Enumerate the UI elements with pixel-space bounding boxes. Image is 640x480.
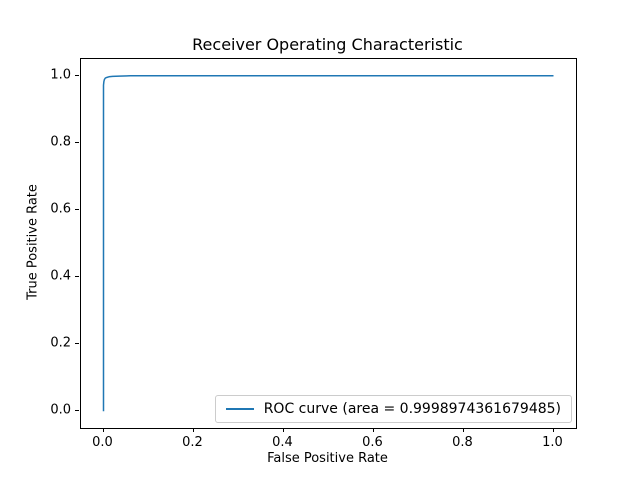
plot-area: ROC curve (area = 0.9998974361679485) bbox=[80, 58, 577, 429]
roc-curve-line bbox=[102, 75, 554, 412]
x-tick-label: 0.0 bbox=[92, 435, 113, 450]
y-tick-label: 0.6 bbox=[50, 201, 71, 217]
y-tick-mark bbox=[75, 74, 79, 76]
x-tick-mark bbox=[552, 428, 554, 432]
x-tick-label: 0.6 bbox=[362, 435, 383, 450]
x-tick-mark bbox=[462, 428, 464, 432]
x-axis-label: False Positive Rate bbox=[267, 451, 388, 466]
legend-line-sample bbox=[225, 408, 254, 410]
y-tick-label: 0.8 bbox=[50, 134, 71, 150]
x-tick-mark bbox=[192, 428, 194, 432]
x-tick-label: 0.8 bbox=[452, 435, 473, 450]
y-tick-label: 0.0 bbox=[50, 402, 71, 418]
y-tick-mark bbox=[75, 343, 79, 345]
y-tick-mark bbox=[75, 209, 79, 210]
legend: ROC curve (area = 0.9998974361679485) bbox=[214, 395, 572, 423]
x-tick-label: 0.2 bbox=[182, 435, 203, 450]
x-tick-mark bbox=[282, 428, 284, 432]
chart-title: Receiver Operating Characteristic bbox=[192, 35, 463, 54]
x-tick-label: 1.0 bbox=[542, 435, 563, 450]
y-tick-label: 1.0 bbox=[50, 67, 71, 83]
x-tick-mark bbox=[102, 428, 104, 432]
x-tick-mark bbox=[372, 428, 374, 432]
legend-label: ROC curve (area = 0.9998974361679485) bbox=[263, 401, 561, 417]
x-tick-label: 0.4 bbox=[272, 435, 293, 450]
roc-curve-svg bbox=[102, 75, 554, 412]
y-tick-label: 0.2 bbox=[50, 335, 71, 351]
y-tick-label: 0.4 bbox=[50, 268, 71, 284]
y-axis-label: True Positive Rate bbox=[25, 184, 41, 300]
y-tick-mark bbox=[75, 410, 79, 412]
y-tick-mark bbox=[75, 141, 79, 143]
y-tick-mark bbox=[75, 276, 79, 277]
